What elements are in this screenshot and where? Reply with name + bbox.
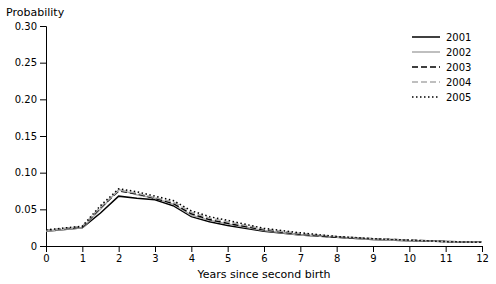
plot: 012345678910111200.050.100.150.200.250.3… [15, 21, 489, 264]
chart: 012345678910111200.050.100.150.200.250.3… [0, 0, 496, 284]
tick-label: 0.30 [15, 21, 37, 32]
tick-mark [40, 99, 46, 100]
legend-label: 2001 [446, 32, 471, 43]
tick: 12 [476, 246, 489, 264]
tick: 0.10 [15, 167, 46, 178]
tick: 9 [370, 246, 376, 264]
tick-label: 12 [476, 253, 489, 264]
tick-mark [40, 173, 46, 174]
tick: 0 [43, 246, 49, 264]
legend-item: 2004 [412, 77, 471, 88]
tick: 2 [116, 246, 122, 264]
tick-label: 0 [31, 241, 37, 252]
tick: 3 [152, 246, 158, 264]
tick-label: 2 [116, 253, 122, 264]
y-axis-label: Probability [6, 6, 65, 19]
tick-label: 10 [403, 253, 416, 264]
tick-mark [82, 246, 83, 252]
tick-mark [191, 246, 192, 252]
legend-label: 2002 [446, 47, 471, 58]
legend-label: 2003 [446, 62, 471, 73]
tick-label: 6 [261, 253, 267, 264]
x-axis-label: Years since second birth [196, 268, 330, 281]
tick-mark [40, 209, 46, 210]
tick-label: 8 [334, 253, 340, 264]
series-line [46, 196, 482, 242]
tick-mark [482, 246, 483, 252]
tick: 0 [31, 241, 46, 252]
tick: 1 [80, 246, 86, 264]
tick: 0.30 [15, 21, 46, 32]
legend-swatch [412, 96, 440, 98]
tick: 0.25 [15, 57, 46, 68]
tick-mark [119, 246, 120, 252]
legend-item: 2005 [412, 92, 471, 103]
tick: 4 [189, 246, 195, 264]
legend-label: 2005 [446, 92, 471, 103]
tick-label: 3 [152, 253, 158, 264]
tick-label: 0.20 [15, 94, 37, 105]
axis-line [40, 27, 47, 247]
legend-swatch [412, 36, 440, 38]
legend-swatch [412, 66, 440, 68]
legend-item: 2002 [412, 47, 471, 58]
tick: 10 [403, 246, 416, 264]
lines [46, 189, 482, 243]
tick-label: 11 [440, 253, 453, 264]
tick: 7 [298, 246, 304, 264]
legend-swatch [412, 81, 440, 83]
tick: 11 [440, 246, 453, 264]
tick: 0.15 [15, 131, 46, 142]
tick-label: 4 [189, 253, 195, 264]
tick-mark [155, 246, 156, 252]
tick-mark [300, 246, 301, 252]
series-line [46, 190, 482, 242]
tick-mark [264, 246, 265, 252]
tick: 5 [225, 246, 231, 264]
legend: 2001 2002 2003 2004 2005 [412, 32, 471, 103]
tick-label: 0.10 [15, 167, 37, 178]
tick-mark [40, 63, 46, 64]
tick-mark [40, 136, 46, 137]
tick-label: 7 [298, 253, 304, 264]
tick-label: 0.05 [15, 204, 37, 215]
legend-label: 2004 [446, 77, 471, 88]
tick-mark [373, 246, 374, 252]
tick-mark [337, 246, 338, 252]
tick-label: 0.15 [15, 131, 37, 142]
legend-item: 2001 [412, 32, 471, 43]
tick: 0.05 [15, 204, 46, 215]
tick: 6 [261, 246, 267, 264]
tick-label: 1 [80, 253, 86, 264]
tick-label: 5 [225, 253, 231, 264]
legend-swatch [412, 51, 440, 53]
legend-item: 2003 [412, 62, 471, 73]
tick-mark [40, 246, 46, 247]
series-line [46, 191, 482, 242]
x-axis: 0123456789101112 [43, 246, 489, 264]
tick-mark [40, 26, 46, 27]
tick: 8 [334, 246, 340, 264]
tick: 0.20 [15, 94, 46, 105]
tick-mark [228, 246, 229, 252]
tick-label: 0 [43, 253, 49, 264]
tick-label: 9 [370, 253, 376, 264]
series-line [46, 189, 482, 243]
axis-line [47, 247, 483, 253]
series-line [46, 190, 482, 243]
tick-mark [409, 246, 410, 252]
tick-mark [446, 246, 447, 252]
tick-label: 0.25 [15, 57, 37, 68]
y-axis: 0 0.05 0.10 0.15 0.20 0.25 0.30 [15, 21, 47, 252]
